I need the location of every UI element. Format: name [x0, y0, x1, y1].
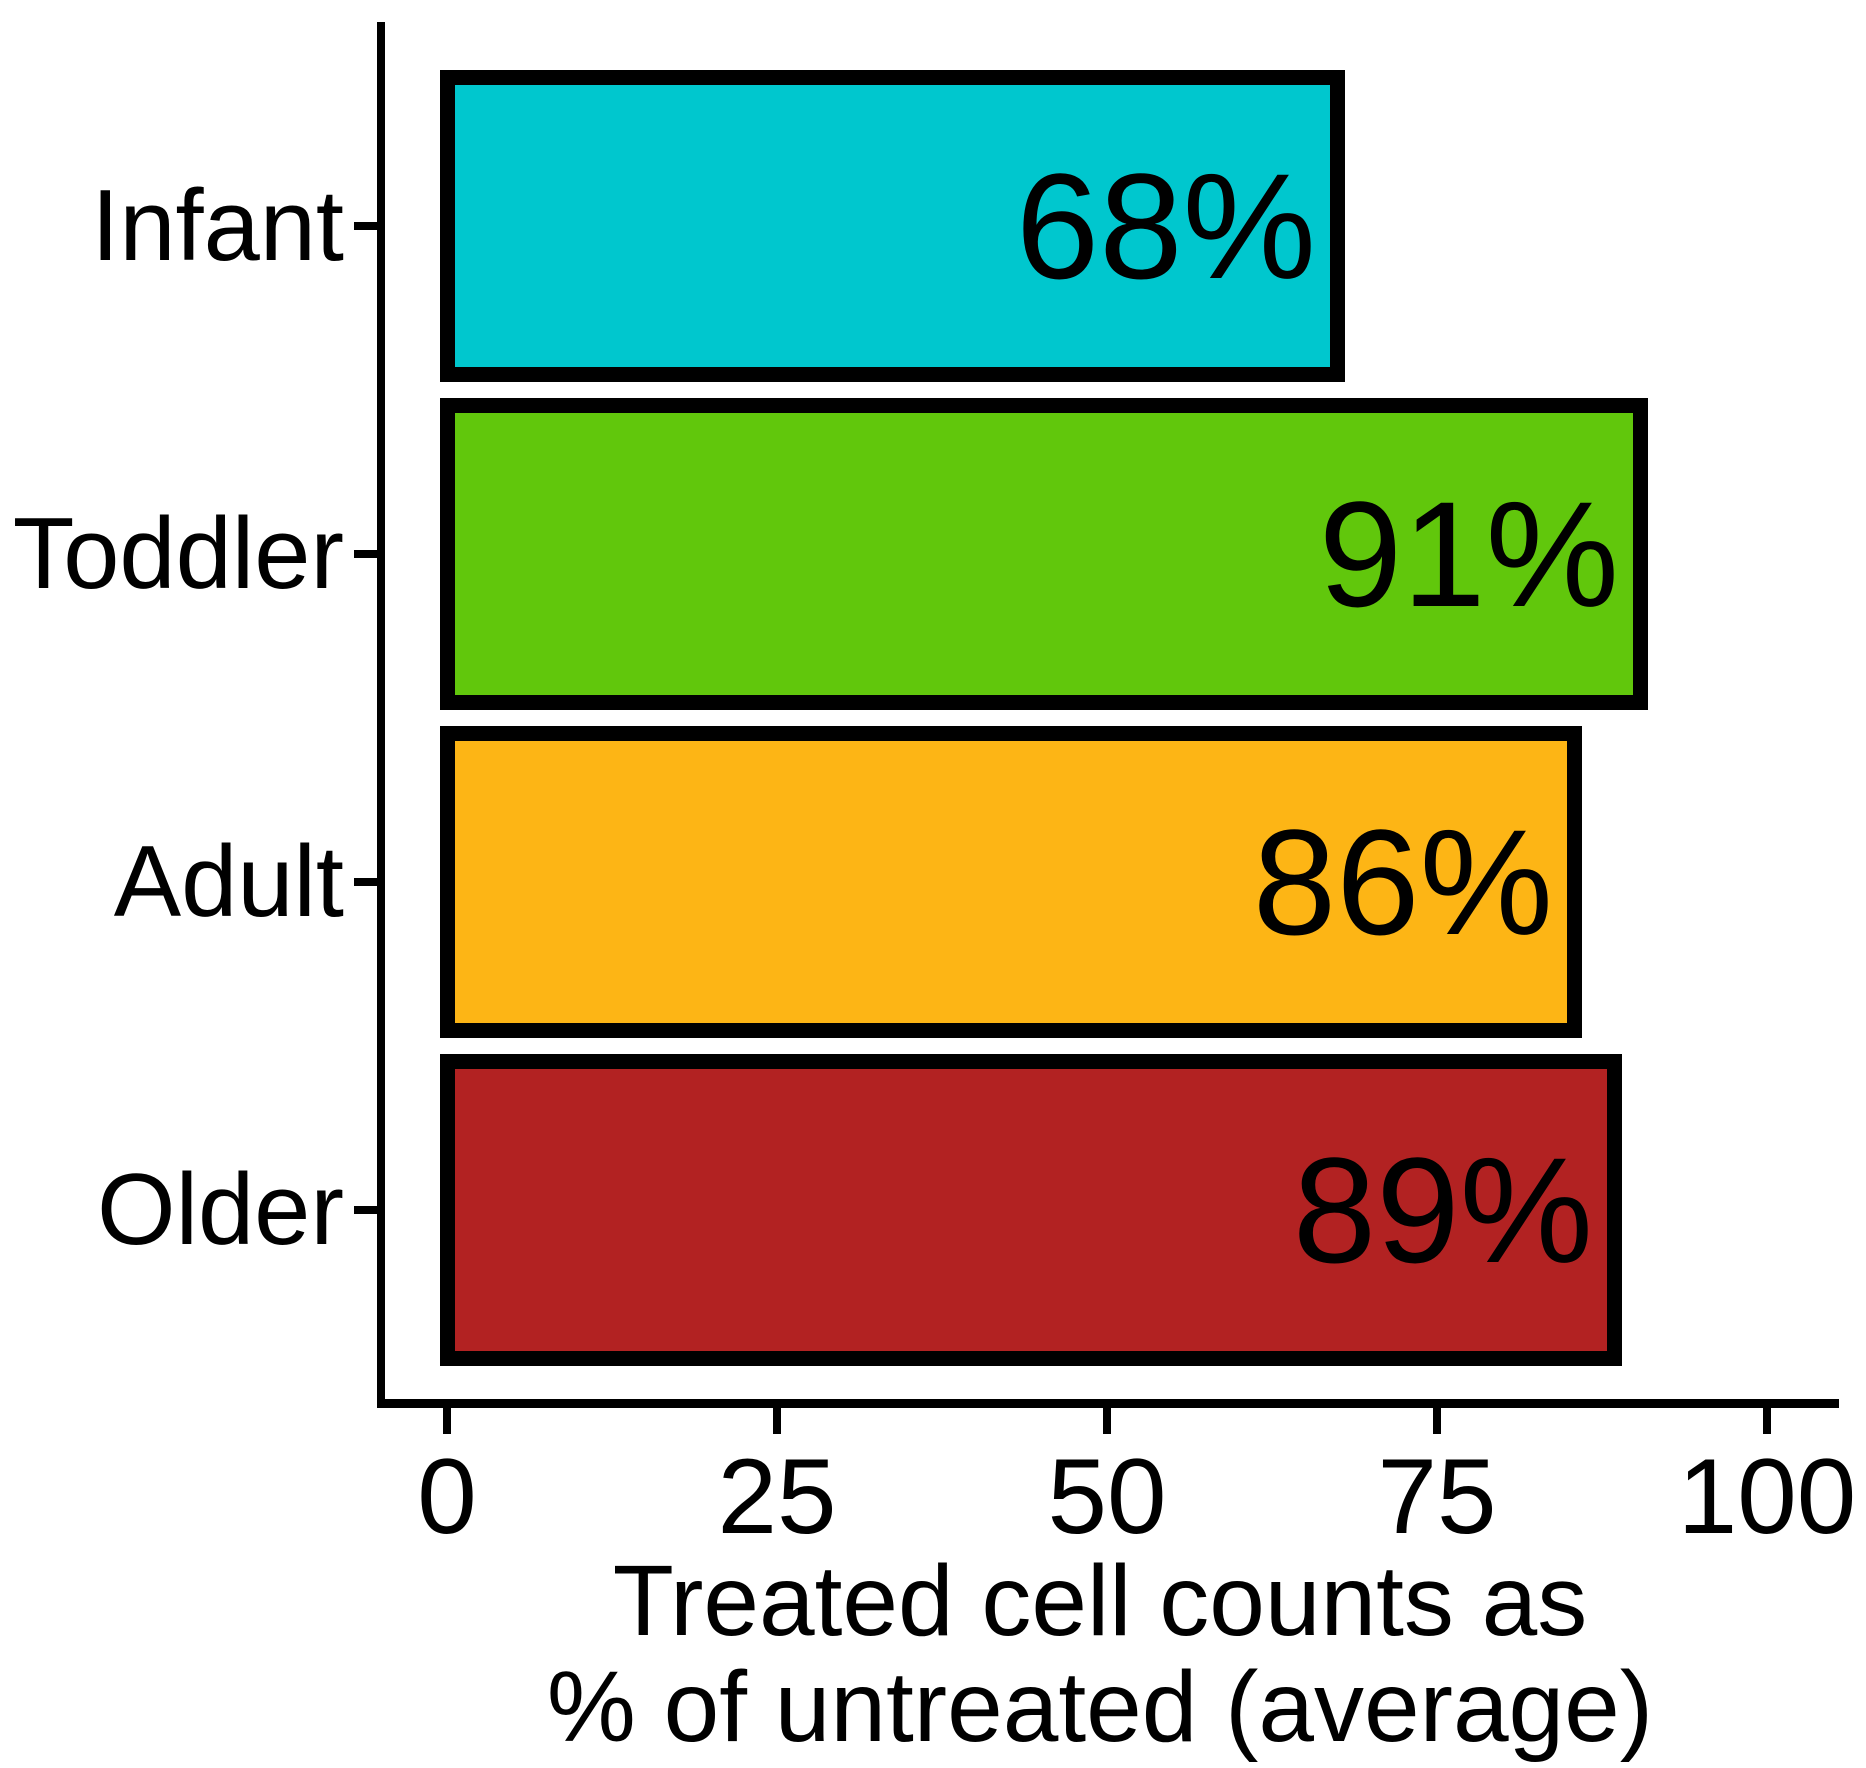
bar-value-label-infant: 68% — [1015, 141, 1316, 310]
x-tick-100 — [1763, 1408, 1771, 1434]
category-label-toddler: Toddler — [12, 498, 344, 610]
x-tick-75 — [1433, 1408, 1441, 1434]
y-axis-line — [377, 22, 385, 1408]
x-tick-50 — [1103, 1408, 1111, 1434]
bar-adult: 86% — [440, 726, 1582, 1038]
x-tick-label-100: 100 — [1677, 1436, 1857, 1556]
category-tick-toddler — [354, 550, 378, 558]
category-label-adult: Adult — [113, 826, 344, 938]
x-axis-title: Treated cell counts as % of untreated (a… — [350, 1548, 1850, 1760]
x-tick-label-75: 75 — [1377, 1436, 1497, 1556]
bar-value-label-adult: 86% — [1252, 797, 1553, 966]
x-tick-label-50: 50 — [1047, 1436, 1167, 1556]
bar-value-label-toddler: 91% — [1318, 469, 1619, 638]
bar-infant: 68% — [440, 70, 1345, 382]
x-tick-25 — [773, 1408, 781, 1434]
x-tick-label-0: 0 — [417, 1436, 477, 1556]
bar-value-label-older: 89% — [1292, 1125, 1593, 1294]
x-tick-0 — [443, 1408, 451, 1434]
category-tick-infant — [354, 222, 378, 230]
category-label-older: Older — [97, 1154, 344, 1266]
x-axis-title-line-2: % of untreated (average) — [546, 1651, 1654, 1763]
category-tick-older — [354, 1206, 378, 1214]
x-axis-line — [377, 1399, 1839, 1408]
category-label-infant: Infant — [91, 170, 344, 282]
bar-toddler: 91% — [440, 398, 1648, 710]
x-tick-label-25: 25 — [717, 1436, 837, 1556]
bar-older: 89% — [440, 1054, 1622, 1366]
x-axis-title-line-1: Treated cell counts as — [612, 1545, 1588, 1657]
category-tick-adult — [354, 878, 378, 886]
